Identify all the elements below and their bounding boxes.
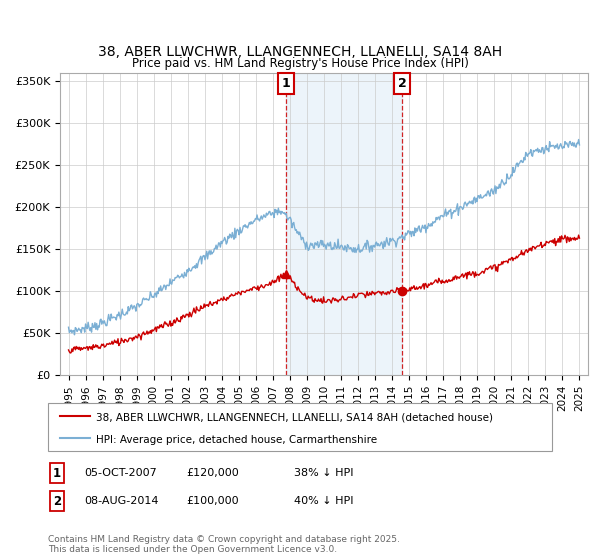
Text: 08-AUG-2014: 08-AUG-2014 <box>84 496 158 506</box>
Text: £120,000: £120,000 <box>186 468 239 478</box>
Bar <box>286 73 402 375</box>
Text: 2: 2 <box>398 77 406 90</box>
Text: £100,000: £100,000 <box>186 496 239 506</box>
Text: 38, ABER LLWCHWR, LLANGENNECH, LLANELLI, SA14 8AH: 38, ABER LLWCHWR, LLANGENNECH, LLANELLI,… <box>98 45 502 59</box>
Text: 38% ↓ HPI: 38% ↓ HPI <box>294 468 353 478</box>
Text: 1: 1 <box>281 77 290 90</box>
Text: 2: 2 <box>53 494 61 508</box>
Text: 05-OCT-2007: 05-OCT-2007 <box>84 468 157 478</box>
Text: 38, ABER LLWCHWR, LLANGENNECH, LLANELLI, SA14 8AH (detached house): 38, ABER LLWCHWR, LLANGENNECH, LLANELLI,… <box>96 412 493 422</box>
Text: HPI: Average price, detached house, Carmarthenshire: HPI: Average price, detached house, Carm… <box>96 435 377 445</box>
Text: 1: 1 <box>53 466 61 480</box>
Text: Price paid vs. HM Land Registry's House Price Index (HPI): Price paid vs. HM Land Registry's House … <box>131 57 469 70</box>
Text: 40% ↓ HPI: 40% ↓ HPI <box>294 496 353 506</box>
Text: Contains HM Land Registry data © Crown copyright and database right 2025.
This d: Contains HM Land Registry data © Crown c… <box>48 535 400 554</box>
